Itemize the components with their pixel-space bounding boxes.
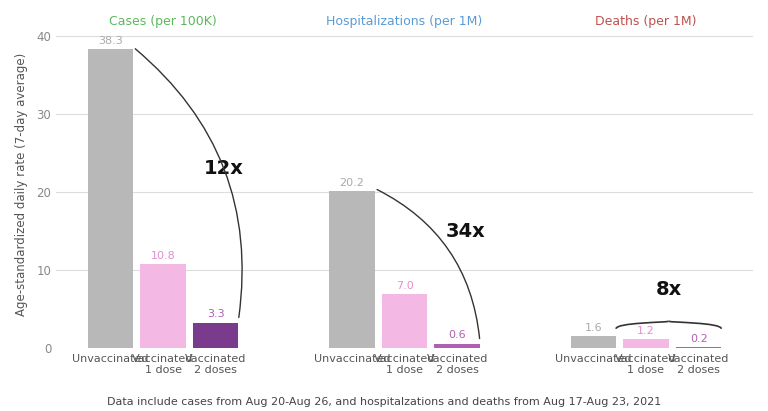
Text: 20.2: 20.2 — [339, 178, 364, 187]
Text: 0.2: 0.2 — [690, 334, 707, 344]
Text: 1.6: 1.6 — [584, 323, 602, 332]
Text: 7.0: 7.0 — [396, 281, 413, 291]
Text: 10.8: 10.8 — [151, 251, 175, 261]
Bar — [624, 339, 669, 348]
Bar — [435, 344, 480, 348]
Bar — [382, 293, 427, 348]
Text: Hospitalizations (per 1M): Hospitalizations (per 1M) — [326, 15, 482, 28]
Text: Deaths (per 1M): Deaths (per 1M) — [595, 15, 697, 28]
Text: 0.6: 0.6 — [449, 330, 466, 340]
Text: Data include cases from Aug 20-Aug 26, and hospitalzations and deaths from Aug 1: Data include cases from Aug 20-Aug 26, a… — [107, 397, 661, 407]
Text: 3.3: 3.3 — [207, 309, 224, 319]
Text: 8x: 8x — [656, 280, 682, 299]
Bar — [329, 191, 375, 348]
Bar — [141, 264, 186, 348]
Bar — [676, 347, 721, 348]
Y-axis label: Age-standardized daily rate (7-day average): Age-standardized daily rate (7-day avera… — [15, 53, 28, 316]
Bar — [193, 323, 238, 348]
Text: 34x: 34x — [445, 222, 485, 241]
Bar — [88, 49, 133, 348]
Text: 12x: 12x — [204, 159, 243, 178]
Text: Cases (per 100K): Cases (per 100K) — [109, 15, 217, 28]
Text: 1.2: 1.2 — [637, 326, 655, 336]
Bar — [571, 336, 616, 348]
Text: 38.3: 38.3 — [98, 36, 123, 46]
